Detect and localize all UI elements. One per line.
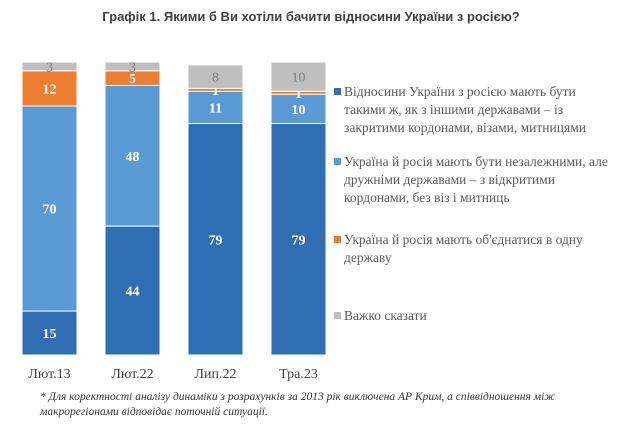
legend-swatch (334, 88, 341, 95)
data-label: 79 (292, 233, 306, 248)
legend-item: Україна й росія мають об'єднатися в одну… (334, 231, 622, 267)
bar-segment (187, 90, 244, 125)
bar-segment (21, 105, 78, 312)
bar-segment (270, 93, 327, 125)
data-label: 11 (209, 101, 222, 116)
legend-item: Відносини України з росією мають бути та… (334, 83, 622, 137)
bar-segment (270, 61, 327, 92)
data-label: 5 (129, 72, 136, 87)
data-label: 8 (212, 71, 219, 86)
bar-segment (21, 310, 78, 356)
legend-swatch (334, 236, 341, 243)
data-label: 10 (292, 71, 306, 86)
legend-label: Україна й росія мають бути незалежними, … (344, 154, 608, 205)
x-tick-label: Лют.22 (111, 367, 153, 382)
data-label: 3 (129, 60, 136, 75)
x-tick-label: Лип.22 (195, 367, 237, 382)
x-tick-label: Лют.13 (28, 367, 70, 382)
data-label: 48 (126, 150, 140, 165)
data-label: 10 (292, 103, 306, 118)
bar-segment (187, 64, 244, 89)
bar-segment (104, 61, 161, 72)
bar-segment (270, 123, 327, 356)
data-label: 15 (43, 327, 57, 342)
legend-item: Важко сказати (334, 307, 622, 325)
x-tick-label: Тра.23 (279, 367, 318, 382)
legend-swatch (334, 158, 341, 165)
bar-segment (21, 70, 78, 107)
data-label: 12 (43, 82, 57, 97)
footnote: * Для коректності аналізу динаміки з роз… (40, 391, 555, 418)
bar-segment (187, 123, 244, 356)
legend-item: Україна й росія мають бути незалежними, … (334, 153, 622, 207)
data-label: 44 (126, 285, 140, 300)
chart-title: Графік 1. Якими б Ви хотіли бачити відно… (102, 9, 520, 24)
data-label: 3 (46, 60, 53, 75)
data-label: 1 (212, 84, 219, 99)
data-label: 1 (295, 87, 302, 102)
legend-label: Україна й росія мають об'єднатися в одну… (344, 232, 583, 265)
legend-swatch (334, 312, 341, 319)
legend-label: Важко сказати (344, 308, 427, 323)
legend-label: Відносини України з росією мають бути та… (344, 84, 586, 135)
data-label: 79 (209, 233, 223, 248)
data-label: 70 (43, 203, 57, 218)
bar-segment (21, 61, 78, 72)
